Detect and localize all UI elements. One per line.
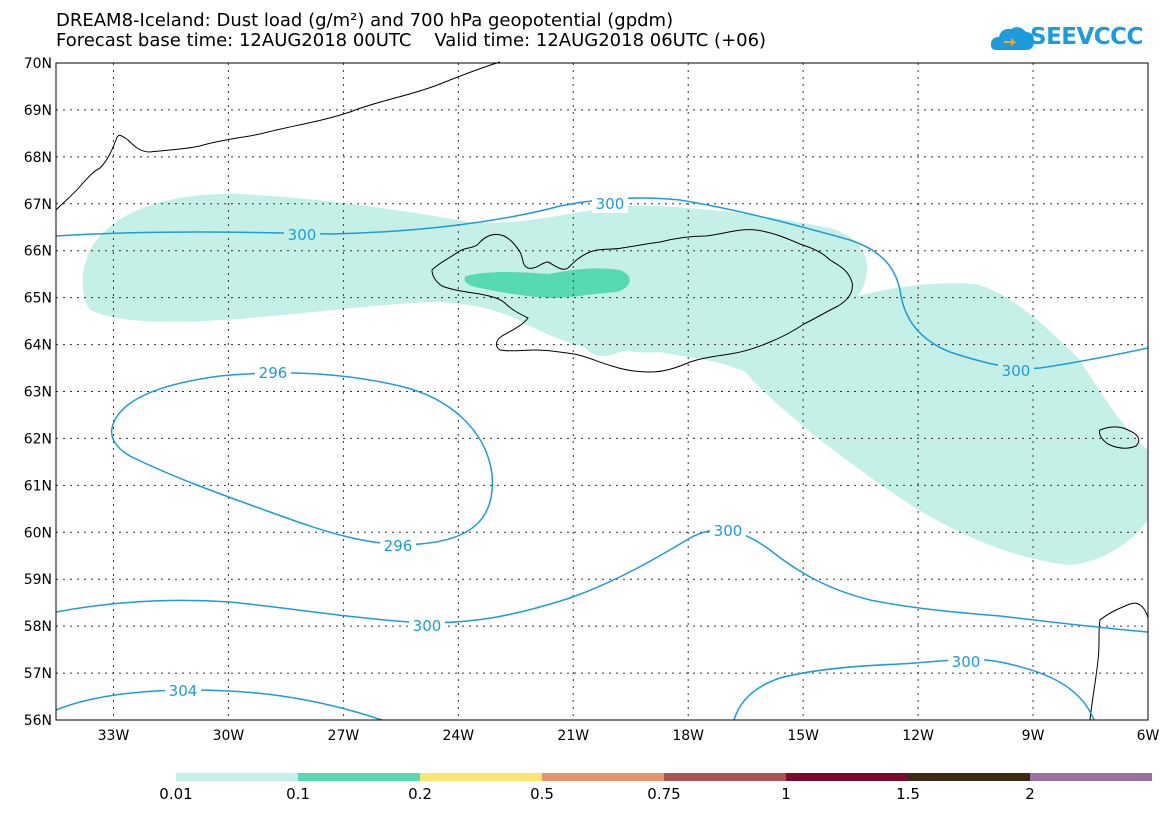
lat-tick-label: 66N [24,244,52,260]
lat-tick-label: 70N [24,56,52,72]
legend-label: 1 [781,785,791,803]
lat-tick-label: 60N [24,525,52,541]
faroe-coast [1099,426,1140,449]
lat-tick-label: 63N [24,385,52,401]
contour-label-bg [409,616,445,635]
contour-label-bg [592,194,628,213]
scotland-coast [1089,602,1149,721]
lat-tick-label: 67N [24,197,52,213]
lon-tick-label: 18W [672,728,704,744]
legend-label: 0.5 [530,785,554,803]
contour-label: 300 [288,226,317,244]
contour-label: 300 [596,195,625,213]
lat-tick-label: 56N [24,713,52,729]
contour-label: 300 [1002,362,1031,380]
geopotential-contours [55,197,1149,721]
legend-swatch [786,773,908,781]
lon-tick-label: 21W [557,728,589,744]
contour-label-bg [710,521,746,540]
lon-tick-label: 24W [442,728,474,744]
lon-tick-label: 12W [902,728,934,744]
latitude-labels: 70N 69N 68N 67N 66N 65N 64N 63N 62N 61N 60N 59N 58N 5… [24,56,52,729]
longitude-labels: 33W 30W 27W 24W 21W 18W 15W 12W 9W 6W [98,728,1160,744]
legend-swatch [664,773,786,781]
legend-swatch [1030,773,1152,781]
contour-label: 300 [714,522,743,540]
lat-tick-label: 57N [24,666,52,682]
lat-tick-label: 69N [24,103,52,119]
lat-tick-label: 65N [24,291,52,307]
color-legend: 0.01 0.1 0.2 0.5 0.75 1 1.5 2 [159,773,1152,803]
lon-tick-label: 27W [328,728,360,744]
contour-label-bg [165,681,201,700]
contour-label-bg [284,225,320,244]
dust-area-mid [464,268,630,298]
greenland-coast [55,61,501,211]
lon-tick-label: 6W [1137,728,1160,744]
contour-304-south [55,689,383,721]
lon-tick-label: 33W [98,728,130,744]
legend-label: 0.1 [286,785,310,803]
logo-text: SEEVCCC [1030,24,1143,50]
contour-label-bg [380,536,416,555]
cloud-icon [990,27,1034,50]
contour-label-bg [255,363,291,382]
map-title: DREAM8-Iceland: Dust load (g/m²) and 700… [56,10,674,31]
lat-tick-label: 62N [24,431,52,447]
contour-label: 304 [169,682,198,700]
lat-tick-label: 59N [24,572,52,588]
lon-tick-label: 30W [213,728,245,744]
legend-label: 0.2 [408,785,432,803]
legend-swatch [298,773,420,781]
contour-label-bg [998,361,1034,380]
iceland-coast [431,229,853,373]
legend-swatch [176,773,298,781]
legend-swatch [908,773,1030,781]
lat-tick-label: 64N [24,338,52,354]
legend-label: 2 [1025,785,1035,803]
contour-label-bg [948,652,984,671]
contour-label: 296 [259,364,288,382]
legend-swatch [542,773,664,781]
legend-label: 0.75 [647,785,680,803]
lon-tick-label: 9W [1022,728,1045,744]
dust-load-shading [82,193,1148,565]
contour-label: 300 [413,617,442,635]
lon-tick-label: 15W [787,728,819,744]
contour-300-middle [55,529,1149,633]
legend-label: 0.01 [159,785,192,803]
legend-label: 1.5 [896,785,920,803]
contour-300-north [55,197,1149,370]
lat-lon-grid [56,63,1148,720]
contour-300-south [733,658,1095,721]
contour-label: 300 [952,653,981,671]
lat-tick-label: 58N [24,619,52,635]
lat-tick-label: 61N [24,478,52,494]
contour-296-oval [110,372,494,546]
contour-labels: 300 300 300 296 296 300 300 300 304 [165,194,1034,700]
dust-area-low [82,193,1148,565]
lat-tick-label: 68N [24,150,52,166]
contour-label: 296 [384,537,413,555]
legend-swatch [420,773,542,781]
map-subtitle: Forecast base time: 12AUG2018 00UTC Vali… [56,30,767,51]
plot-frame [55,62,1149,721]
